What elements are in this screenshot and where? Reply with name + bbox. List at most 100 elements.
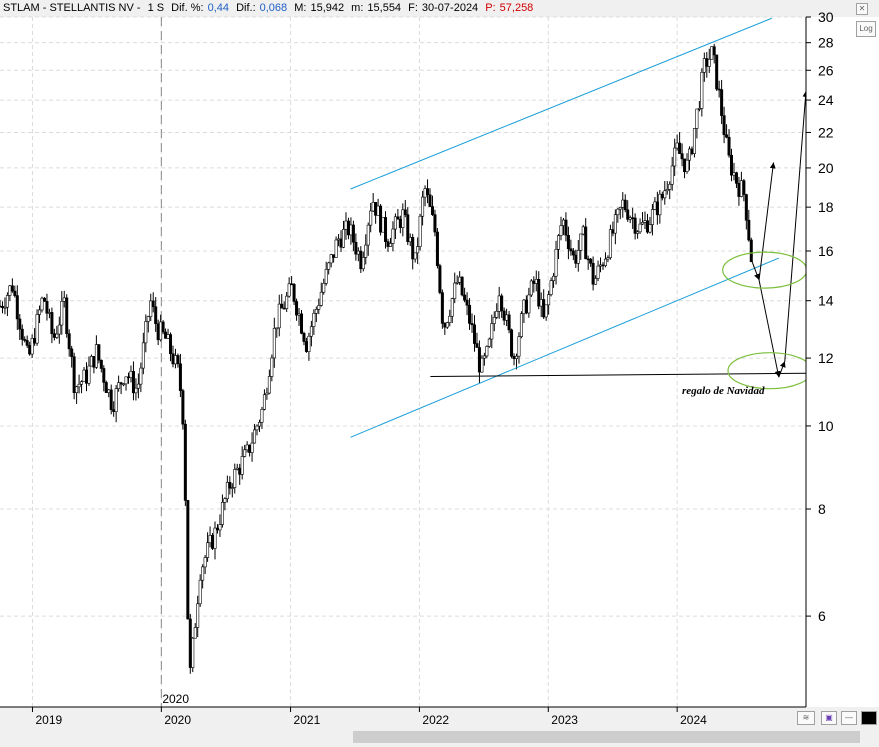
close-icon[interactable]: ✕: [856, 3, 868, 15]
candle-body: [198, 579, 202, 605]
candle-body: [616, 208, 620, 216]
y-tick-label: 30: [818, 9, 834, 25]
log-scale-button[interactable]: Log: [856, 21, 876, 37]
candle-body: [742, 180, 746, 195]
candle-body: [574, 254, 578, 264]
candle-body: [517, 336, 521, 357]
candle-body: [72, 356, 76, 393]
candle-body: [280, 303, 284, 309]
candle-body: [730, 154, 734, 176]
candle-body: [161, 321, 165, 333]
candle-body: [359, 250, 363, 270]
candle-body: [569, 248, 573, 252]
dif-value: 0,068: [259, 2, 288, 14]
candle-body: [277, 303, 281, 329]
candle-body: [364, 244, 368, 258]
x-axis-area: [0, 707, 879, 727]
grid: 2020: [0, 16, 806, 707]
candle-body: [418, 215, 422, 247]
candle-body: [594, 278, 598, 285]
candle-body: [655, 201, 659, 216]
candle-body: [299, 313, 303, 334]
candle-body: [458, 276, 462, 283]
candle-body: [102, 368, 106, 383]
dif-label: Dif.:: [236, 2, 256, 14]
candle-body: [683, 158, 687, 173]
candle-body: [292, 284, 296, 302]
candle-body: [149, 300, 153, 317]
candle-body: [238, 467, 242, 475]
candle-body: [603, 258, 607, 267]
save-icon[interactable]: ▣: [821, 711, 837, 725]
projection-arrow: [778, 361, 786, 378]
candle-body: [124, 376, 128, 385]
candle-body: [435, 231, 439, 266]
candle-body: [80, 381, 84, 385]
candle-body: [169, 334, 173, 355]
candle-body: [482, 355, 486, 359]
candle-body: [596, 265, 600, 279]
candle-body: [25, 340, 29, 346]
candle-body: [267, 376, 271, 394]
candle-body: [28, 345, 32, 355]
candle-body: [492, 317, 496, 324]
candle-body: [290, 283, 294, 286]
candle-body: [181, 390, 185, 425]
candle-body: [114, 388, 118, 412]
dif-pct-label: Dif. %:: [171, 2, 204, 14]
candle-body: [248, 444, 252, 453]
candle-body: [700, 71, 704, 109]
x-tick-label: 2022: [422, 713, 449, 727]
candle-body: [188, 618, 192, 668]
candle-body: [13, 290, 17, 296]
candle-body: [712, 46, 716, 56]
x-tick-label: 2020: [164, 713, 191, 727]
year-marker-label: 2020: [162, 692, 189, 706]
candle-body: [443, 323, 447, 328]
candle-body: [265, 392, 269, 396]
min-value: 15,554: [367, 2, 402, 14]
candle-body: [50, 312, 54, 334]
candle-body: [527, 294, 531, 314]
candle-body: [416, 246, 420, 254]
candle-body: [702, 58, 706, 73]
candle-body: [524, 299, 528, 314]
candle-body: [430, 206, 434, 215]
candle-body: [584, 226, 588, 260]
candle-body: [576, 250, 580, 264]
projection-arrow-2: [758, 162, 776, 281]
candle-body: [606, 257, 610, 260]
chart-header: STLAM - STELLANTIS NV - 1 S Dif. %: 0,44 …: [0, 0, 806, 17]
candle-body: [89, 356, 93, 367]
candle-body: [631, 217, 635, 219]
candle-body: [33, 338, 37, 344]
candle-body: [52, 333, 56, 338]
minus-icon[interactable]: —: [841, 711, 857, 725]
candle-body: [70, 348, 74, 358]
candle-body: [144, 321, 148, 344]
scrollbar-thumb[interactable]: [353, 731, 860, 743]
candle-body: [621, 199, 625, 208]
candle-body: [203, 557, 207, 568]
candle-body: [411, 237, 415, 260]
candle-body: [112, 409, 116, 412]
candle-body: [122, 383, 126, 386]
candle-body: [186, 500, 190, 620]
candle-body: [334, 239, 338, 258]
square-icon[interactable]: [861, 711, 877, 725]
candle-body: [109, 389, 113, 410]
candle-body: [371, 202, 375, 212]
candle-body: [255, 425, 259, 431]
candle-body: [722, 115, 726, 136]
candle-body: [675, 142, 679, 149]
candle-body: [747, 219, 751, 241]
candle-body: [136, 383, 140, 389]
candle-body: [250, 442, 254, 453]
candle-body: [388, 243, 392, 247]
zoom-icon[interactable]: ≋: [797, 711, 815, 725]
candle-body: [218, 524, 222, 531]
annotation-text: regalo de Navidad: [682, 385, 765, 397]
candle-body: [680, 153, 684, 160]
candle-body: [339, 238, 343, 248]
